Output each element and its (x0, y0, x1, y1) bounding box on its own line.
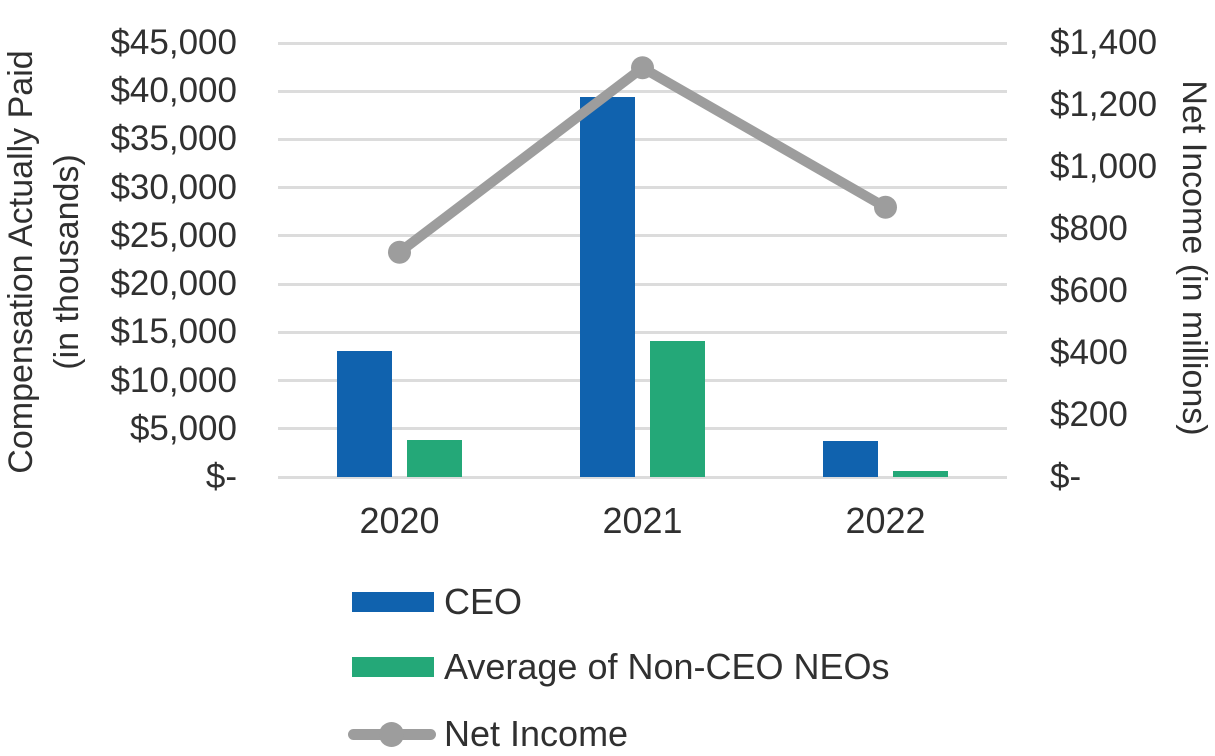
bar-average-of-non-ceo-neos-2020 (407, 440, 462, 477)
left-axis-tick-label: $35,000 (110, 119, 237, 159)
x-axis-label-2022: 2022 (845, 500, 926, 541)
left-axis-tick-label: $25,000 (110, 215, 237, 255)
bar-ceo-2020 (337, 350, 392, 477)
net-income-marker-icon (379, 722, 404, 747)
left-axis-tick-label: $30,000 (110, 167, 237, 207)
net-income-marker-2022 (874, 195, 897, 219)
left-axis-tick-label: $15,000 (110, 312, 237, 352)
gridline (278, 41, 1007, 45)
plot-area (278, 41, 1007, 479)
left-axis-tick-label: $45,000 (110, 23, 237, 62)
bar-ceo-2021 (580, 97, 635, 477)
x-axis-label-2021: 2021 (602, 500, 683, 541)
gridline (278, 137, 1007, 141)
right-axis-tick-label: $800 (1050, 209, 1128, 248)
right-axis-tick-label: $1,000 (1050, 147, 1158, 186)
gridline (278, 234, 1007, 238)
left-axis-tick-label: $- (205, 457, 237, 496)
bar-ceo-2022 (823, 441, 878, 477)
net-income-line (394, 62, 891, 258)
gridline (278, 427, 1007, 431)
legend-label-ceo: CEO (444, 581, 523, 622)
net-income-marker-2020 (388, 240, 411, 264)
gridline (278, 330, 1007, 334)
right-axis-title: Net Income (in millions) (1175, 80, 1213, 436)
right-axis-tick-label: $200 (1050, 395, 1128, 434)
net-income-marker-2021 (631, 56, 654, 80)
gridline (278, 379, 1007, 383)
net-income-line-layer (388, 56, 897, 264)
right-axis-tick-label: $600 (1050, 271, 1128, 310)
left-axis-tick-label: $5,000 (129, 408, 237, 448)
legend-label-net-income: Net Income (444, 713, 629, 754)
net-income-line-swatch (348, 722, 436, 747)
bar-average-of-non-ceo-neos-2021 (650, 341, 705, 477)
bar-average-of-non-ceo-neos-2022 (893, 470, 948, 477)
legend-label-non-ceo-neos: Average of Non-CEO NEOs (444, 646, 890, 687)
right-axis-tick-label: $1,400 (1050, 23, 1158, 62)
left-axis-tick-label: $10,000 (110, 360, 237, 400)
left-axis-tick-label: $20,000 (110, 264, 237, 304)
right-axis-tick-label: $1,200 (1050, 85, 1158, 124)
gridline (278, 186, 1007, 190)
ceo-series-swatch (352, 592, 434, 612)
right-axis-tick-label: $- (1050, 457, 1082, 496)
right-axis-tick-label: $400 (1050, 333, 1128, 372)
gridline (278, 282, 1007, 286)
left-axis-tick-label: $40,000 (110, 71, 237, 111)
gridline (278, 89, 1007, 93)
x-axis-label-2020: 2020 (359, 500, 440, 541)
gridline (278, 475, 1007, 479)
non-ceo-neos-series-swatch (352, 657, 434, 677)
